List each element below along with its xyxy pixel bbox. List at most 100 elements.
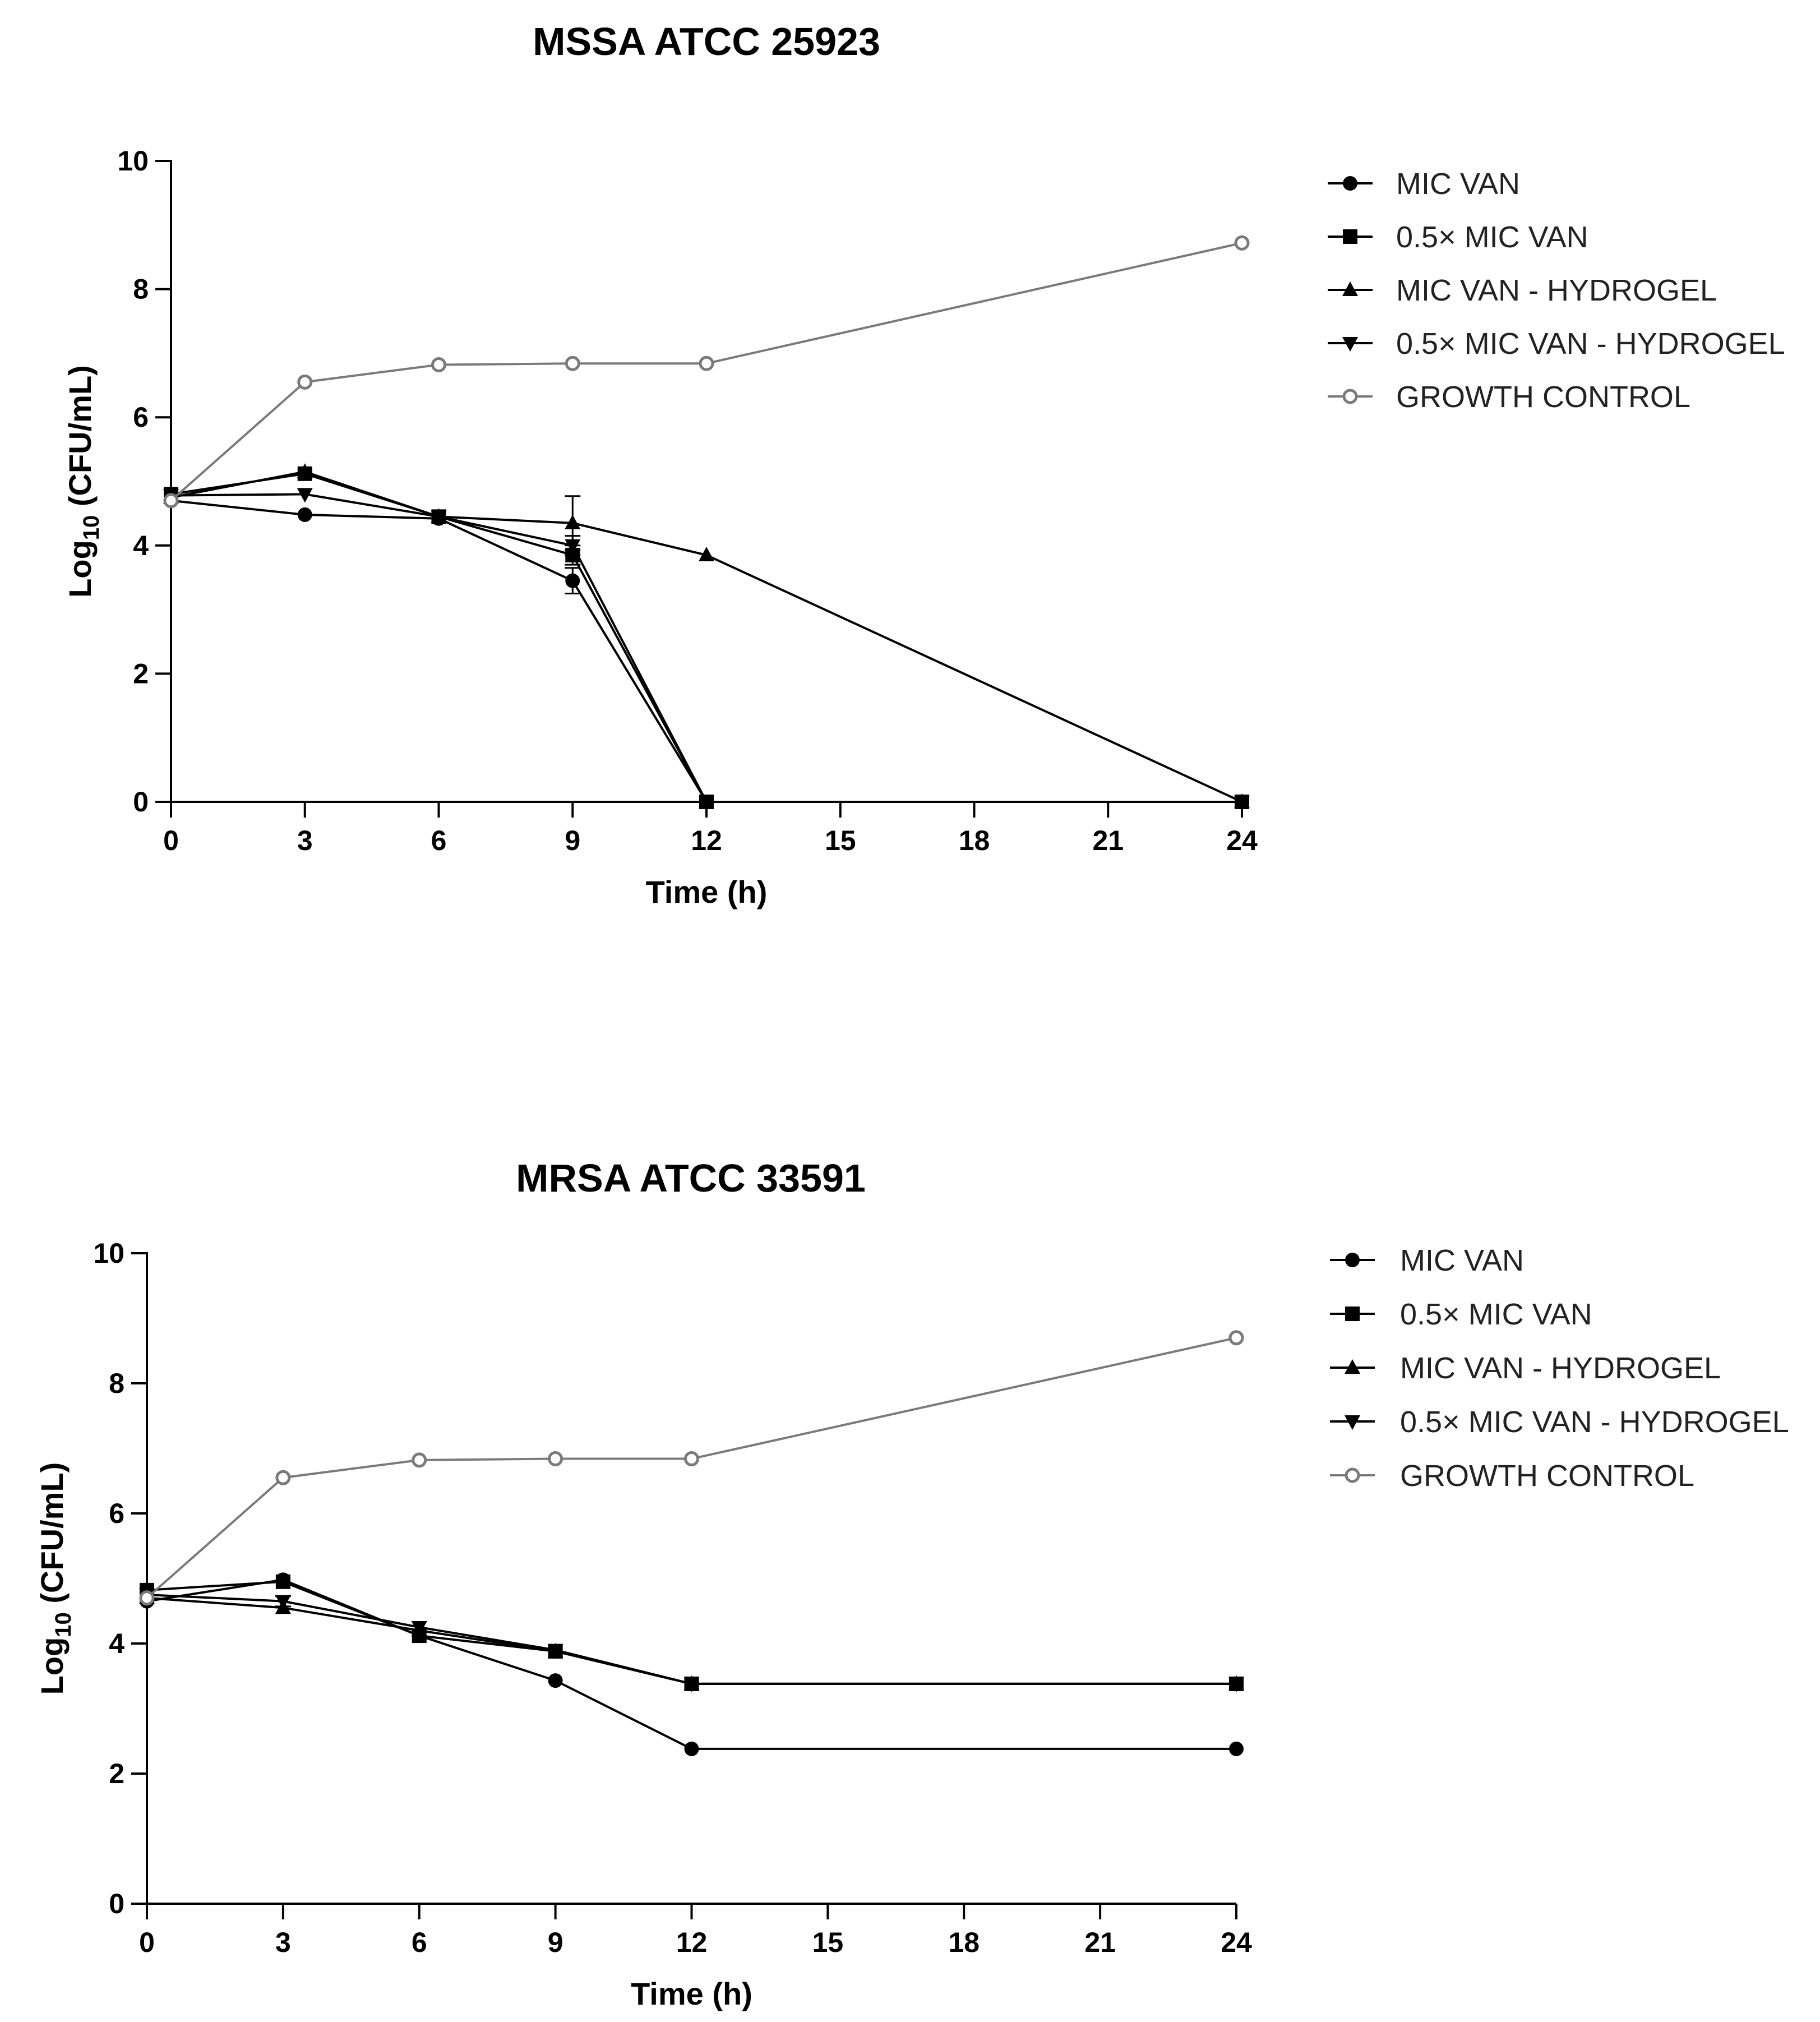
y-tick-label: 10 [93,1238,124,1269]
series-0-5x-mic-van-hydrogel [163,488,1250,810]
x-tick-label: 18 [959,825,990,856]
data-point [684,1451,699,1467]
y-tick-label: 2 [133,658,149,689]
legend-item-mic-van: MIC VAN [1328,167,1520,201]
series-line [146,1594,1236,1685]
series-mic-van [140,1572,1244,1756]
legend-marker [1345,1253,1360,1267]
legend-item-mic-van-hydrogel: MIC VAN - HYDROGEL [1330,1351,1721,1385]
legend-label: 0.5× MIC VAN - HYDROGEL [1396,327,1785,361]
data-point [411,1621,427,1636]
x-tick-label: 9 [565,825,580,856]
series-line [146,1578,1236,1750]
legend-marker [1345,1415,1360,1430]
legend-item-0-5x-mic-van: 0.5× MIC VAN [1330,1298,1592,1331]
x-tick-label: 9 [548,1927,563,1958]
data-point [699,356,714,371]
data-point [683,1677,700,1692]
legend-item-0-5x-mic-van-hydrogel: 0.5× MIC VAN - HYDROGEL [1328,327,1785,361]
data-point [684,1741,699,1756]
legend-marker [1342,389,1358,404]
data-point [699,796,714,810]
data-point [297,374,313,390]
data-point [1229,1741,1244,1756]
x-axis-label: Time (h) [631,1976,752,2011]
y-axis-label: Log10 (CFU/mL) [34,1462,76,1695]
y-tick-label: 2 [109,1758,124,1789]
chart-title: MSSA ATCC 25923 [533,20,880,63]
y-tick-label: 8 [109,1368,124,1399]
legend-item-0-5x-mic-van-hydrogel: 0.5× MIC VAN - HYDROGEL [1330,1405,1789,1439]
y-tick-label: 6 [133,401,149,433]
series-line [170,242,1242,502]
data-point [1228,1330,1244,1346]
legend-label: MIC VAN [1396,167,1520,201]
x-tick-label: 15 [825,825,856,856]
legend-marker [1345,1467,1360,1483]
series-growth-control [163,235,1250,509]
x-tick-label: 6 [412,1927,427,1958]
y-axis-label: Log10 (CFU/mL) [62,365,104,598]
data-point [297,488,313,503]
legend: MIC VAN 0.5× MIC VAN MIC VAN - HYDROGEL 0.5… [1328,167,1785,414]
legend-marker [1342,281,1358,296]
y-tick-label: 0 [109,1888,124,1919]
y-tick-label: 4 [109,1628,124,1659]
data-point [431,357,446,372]
series-line [146,1336,1237,1599]
data-point [297,463,313,478]
legend-label: GROWTH CONTROL [1396,380,1690,414]
y-tick-label: 4 [133,530,149,561]
legend-marker [1345,1307,1360,1321]
data-point [1234,235,1250,251]
legend-item-mic-van: MIC VAN [1330,1244,1524,1277]
series-0-5x-mic-van [164,466,1249,809]
y-tick-label: 0 [133,786,149,818]
series-line [170,499,1242,803]
data-point [139,1590,155,1606]
legend: MIC VAN 0.5× MIC VAN MIC VAN - HYDROGEL 0.5… [1330,1244,1789,1493]
x-tick-label: 15 [812,1927,844,1958]
data-point [548,1673,563,1688]
y-tick-label: 10 [117,145,149,177]
x-tick-label: 18 [948,1927,980,1958]
x-tick-label: 21 [1084,1927,1116,1958]
data-point [548,1451,563,1467]
series-line [170,472,1242,803]
data-point [565,356,580,371]
legend-marker [1342,337,1358,352]
x-tick-label: 0 [163,825,179,856]
legend-marker [1343,229,1357,244]
data-point [275,1574,290,1589]
data-point [163,493,179,509]
x-tick-label: 6 [431,825,447,856]
data-point [1234,796,1250,810]
legend-label: 0.5× MIC VAN [1400,1298,1592,1331]
legend-item-mic-van-hydrogel: MIC VAN - HYDROGEL [1328,274,1717,307]
x-tick-label: 21 [1092,825,1124,856]
legend-item-0-5x-mic-van: 0.5× MIC VAN [1328,220,1588,254]
data-point [275,1470,291,1485]
data-point [565,539,581,554]
legend-label: MIC VAN [1400,1244,1524,1277]
x-tick-label: 3 [275,1927,291,1958]
x-tick-label: 12 [676,1927,708,1958]
legend-item-growth-control: GROWTH CONTROL [1330,1459,1694,1493]
legend-marker [1343,176,1357,191]
series-growth-control [139,1330,1244,1606]
data-point [1228,1677,1244,1692]
data-point [565,514,581,529]
y-tick-label: 8 [133,274,149,305]
data-point [565,573,580,588]
legend-label: 0.5× MIC VAN [1396,220,1588,254]
legend-marker [1345,1359,1360,1374]
x-axis-label: Time (h) [646,874,768,910]
series-mic-van [164,493,1249,809]
data-point [275,1595,291,1610]
x-tick-label: 24 [1226,825,1258,856]
x-tick-label: 0 [139,1927,155,1958]
data-point [412,1452,427,1468]
